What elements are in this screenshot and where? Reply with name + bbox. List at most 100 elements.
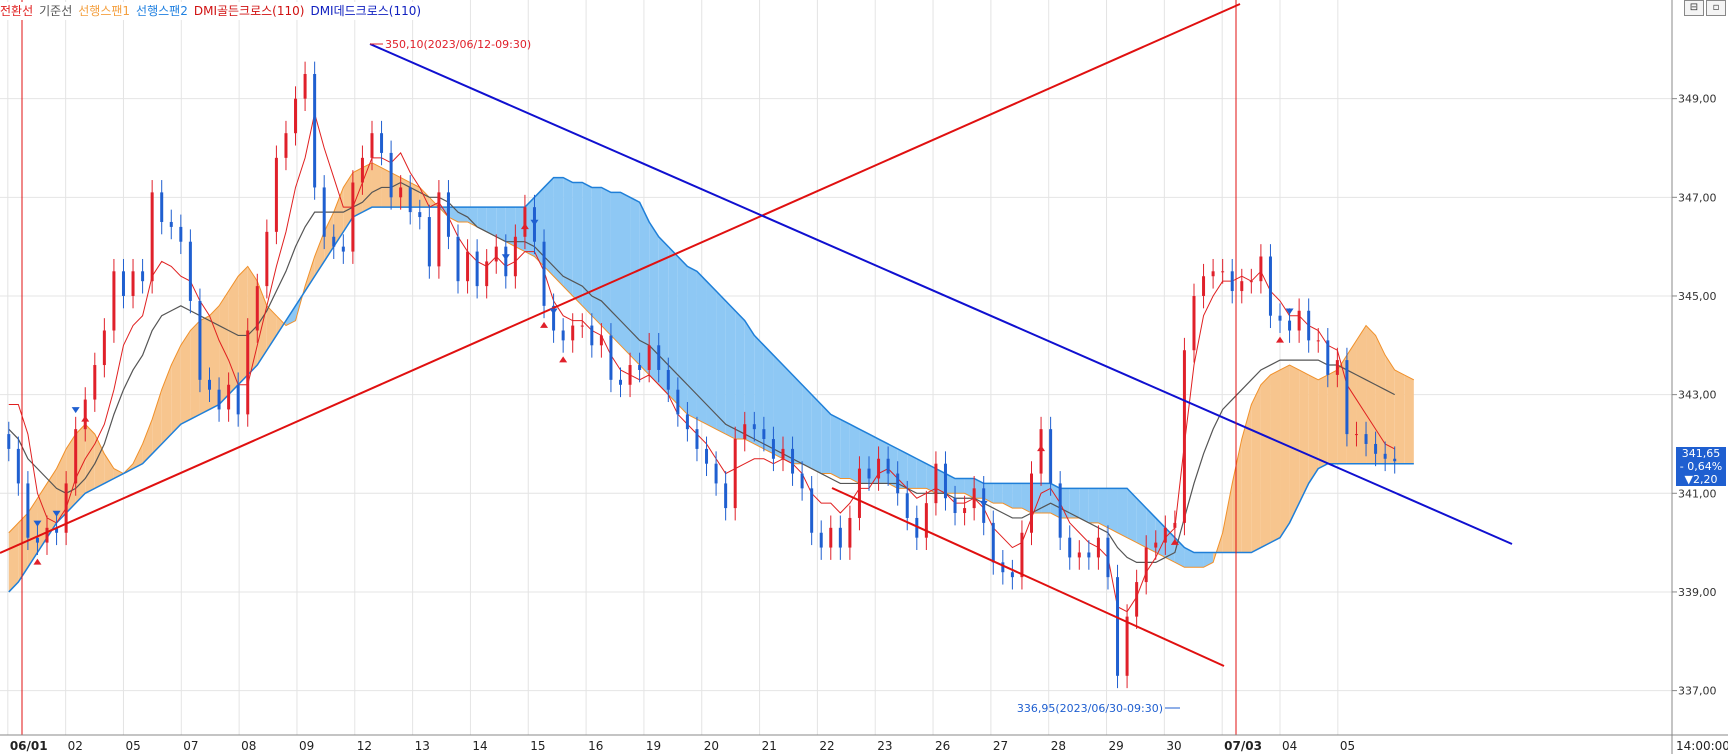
legend-item: 선행스팬1: [78, 4, 131, 18]
candle-body: [781, 448, 785, 459]
candle-body: [418, 212, 422, 218]
candle-body: [867, 468, 871, 479]
legend-item: DMI데드크로스(110): [310, 4, 422, 18]
candle-body: [198, 300, 202, 380]
candle-body: [943, 463, 947, 499]
candle-body: [26, 483, 30, 538]
candle-body: [1125, 616, 1129, 676]
x-tick-label: 09: [299, 739, 314, 753]
cloud-segment: [1251, 384, 1261, 553]
candle-body: [657, 345, 661, 370]
cloud-segment: [257, 281, 267, 366]
candle-body: [380, 133, 384, 153]
candle-body: [991, 522, 995, 563]
x-tick-label: 08: [241, 739, 256, 753]
cloud-segment: [735, 310, 745, 440]
cloud-segment: [1404, 374, 1414, 464]
cloud-segment: [859, 429, 870, 484]
candle-body: [714, 463, 718, 484]
candle-body: [599, 335, 603, 346]
golden-cross-arrow: [559, 356, 568, 363]
x-tick-label: 06/01: [10, 739, 48, 753]
candle-body: [571, 325, 575, 341]
candle-body: [523, 207, 527, 237]
cloud-segment: [113, 468, 124, 479]
candle-body: [83, 399, 87, 430]
dead-cross-arrow: [501, 254, 510, 261]
candle-body: [819, 532, 823, 548]
candle-body: [466, 251, 470, 282]
candle-body: [1058, 483, 1062, 538]
candle-body: [733, 439, 737, 509]
cloud-segment: [1184, 547, 1194, 568]
candle-body: [896, 473, 900, 494]
cloud-segment: [591, 187, 602, 326]
candle-body: [1154, 542, 1158, 548]
candle-body: [953, 498, 957, 514]
candle-body: [141, 271, 145, 282]
cloud-segment: [66, 434, 76, 514]
candle-body: [217, 389, 221, 410]
candle-body: [35, 537, 39, 543]
candle-body: [1039, 429, 1043, 474]
cloud-segment: [706, 281, 717, 430]
cloud-segment: [94, 434, 105, 489]
candle-body: [771, 439, 775, 459]
candle-body: [647, 345, 651, 370]
cloud-segment: [696, 271, 707, 425]
lower-channel-line: [831, 487, 1225, 667]
cloud-segment: [209, 305, 220, 410]
candle-body: [255, 286, 259, 331]
candle-body: [934, 463, 938, 504]
dead-cross-arrow: [530, 219, 539, 226]
candle-body: [1326, 340, 1330, 375]
cloud-segment: [677, 256, 688, 415]
cloud-segment: [1289, 365, 1300, 523]
candle-body: [580, 325, 584, 327]
candle-body: [389, 152, 393, 198]
golden-cross-arrow: [1037, 445, 1046, 452]
candle-body: [905, 493, 909, 518]
x-tick-label: 26: [935, 739, 950, 753]
cloud-segment: [926, 463, 936, 494]
candle-body: [1335, 360, 1339, 375]
candlesticks: [7, 61, 1397, 689]
cloud-segment: [639, 202, 650, 375]
candle-body: [963, 508, 967, 514]
candle-body: [236, 384, 240, 415]
candle-body: [590, 325, 594, 346]
candle-body: [829, 527, 833, 548]
legend-item: 전환선: [0, 4, 34, 18]
cloud-segment: [983, 483, 994, 504]
indicator-lines: [8, 113, 1415, 613]
minimize-button[interactable]: ⊟: [1684, 0, 1704, 16]
candle-body: [64, 483, 68, 533]
candle-body: [456, 236, 460, 282]
cloud-segment: [630, 197, 640, 366]
price-change-pct: - 0,64%: [1679, 460, 1723, 473]
cloud-segment: [1356, 325, 1367, 464]
cloud-segment: [1270, 369, 1281, 543]
candle-body: [1096, 537, 1100, 558]
candle-body: [121, 271, 125, 296]
restore-button[interactable]: ▫: [1706, 0, 1726, 16]
cloud-segment: [563, 177, 573, 296]
cloud-segment: [1021, 483, 1032, 514]
current-price-badge: 341,65 - 0,64% ▼2,20: [1676, 447, 1726, 486]
cloud-segment: [974, 478, 984, 499]
cloud-segment: [916, 458, 927, 489]
x-tick-label: 14: [472, 739, 487, 753]
cloud-segment: [199, 315, 210, 415]
downtrend-line: [369, 43, 1513, 545]
candle-body: [619, 379, 622, 385]
candle-body: [676, 389, 680, 415]
cloud-segment: [668, 246, 678, 405]
legend-item: 선행스팬2: [136, 4, 188, 18]
candle-body: [169, 221, 173, 227]
indicator-legend: 전환선 기준선 선행스팬1 선행스팬2 DMI골든크로스(110) DMI데드크로스(11…: [0, 2, 432, 20]
cloud-segment: [85, 424, 95, 494]
y-tick-label: 341,00: [1678, 487, 1717, 500]
cloud-segment: [333, 187, 344, 247]
